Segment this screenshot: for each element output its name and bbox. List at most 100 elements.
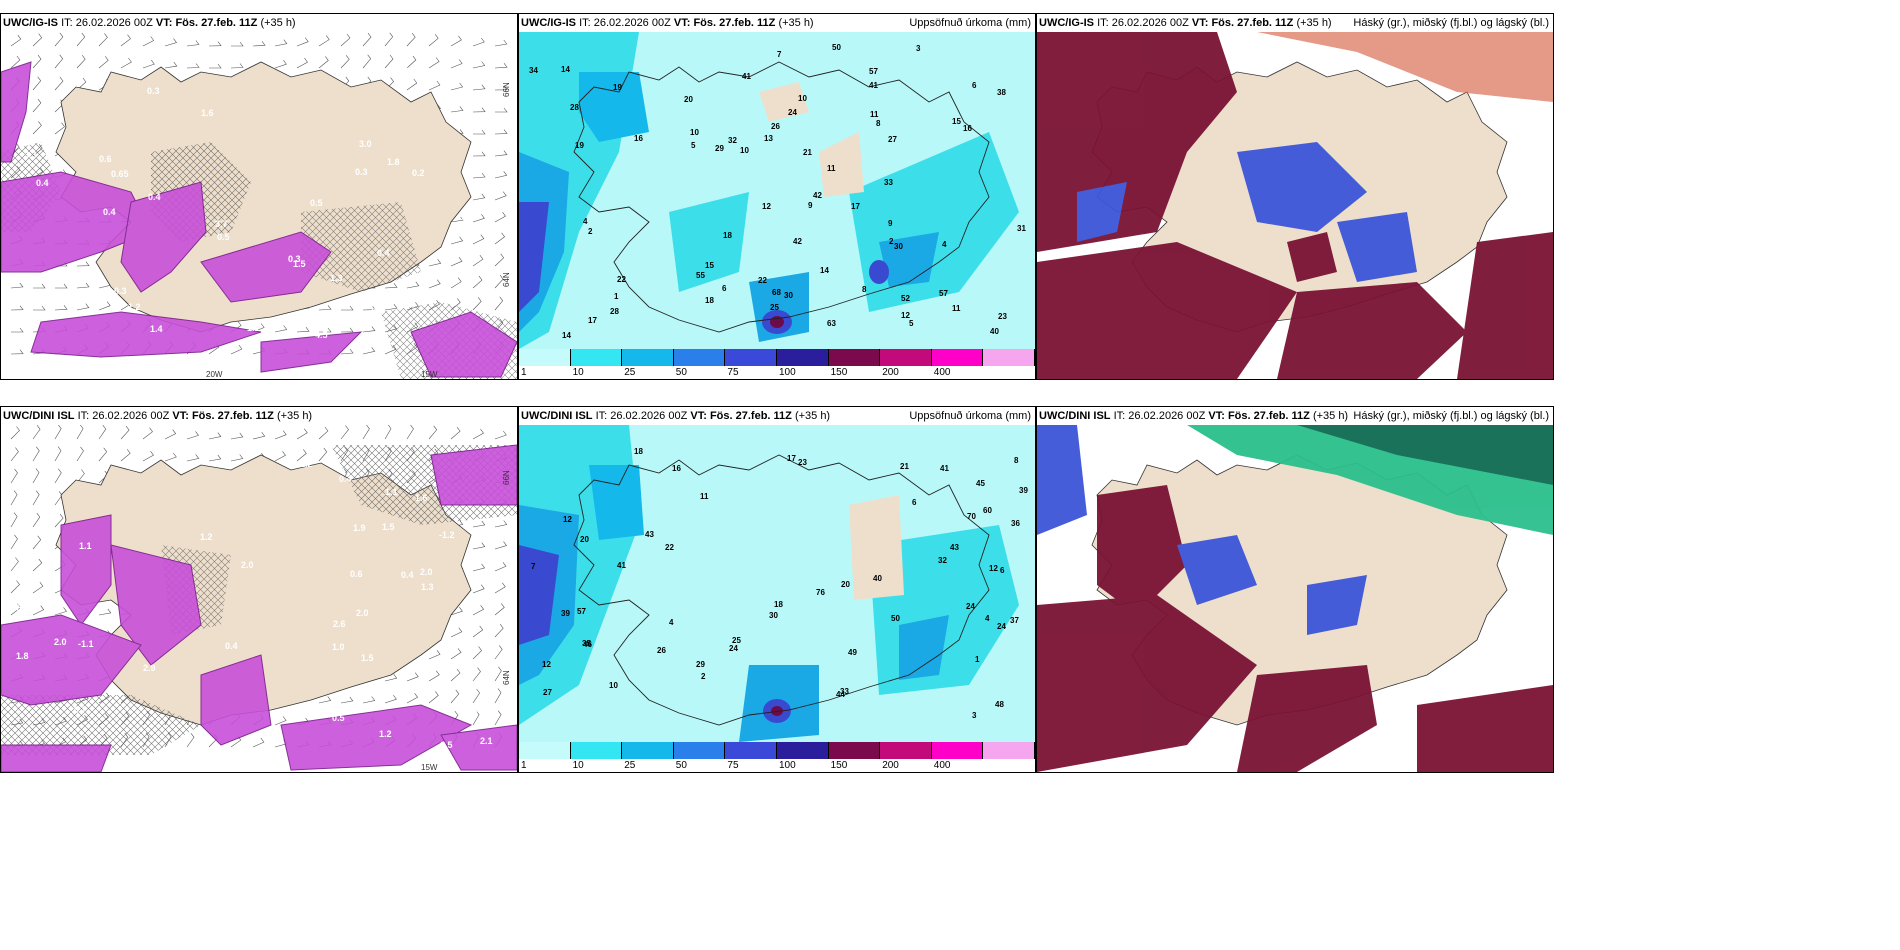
value-label: 5 — [691, 141, 696, 150]
wind-barb — [274, 60, 287, 69]
model-name: UWC/IG-IS — [521, 17, 576, 29]
wind-barb — [450, 689, 460, 704]
wind-barb — [428, 259, 442, 267]
wind-barb — [450, 627, 463, 638]
value-label: 2.0 — [356, 608, 369, 618]
colorbar-tick-label: 10 — [572, 760, 584, 771]
it-label: IT: — [61, 17, 73, 29]
value-label: 1.2 — [200, 532, 213, 542]
value-label: 1.5 — [382, 522, 395, 532]
value-label: 15 — [952, 117, 961, 126]
shower-area — [260, 331, 363, 373]
value-label: 41 — [617, 561, 626, 570]
wind-barb — [98, 608, 112, 616]
colorbar-swatch — [622, 742, 674, 759]
vt-label: VT: — [1191, 17, 1209, 29]
lat-label-66: 66N — [502, 82, 511, 97]
wind-barb — [406, 693, 419, 704]
shower-area — [1, 744, 112, 772]
value-label: 6 — [722, 284, 727, 293]
wind-barb — [32, 468, 40, 484]
wind-barb — [54, 76, 64, 91]
model-name: UWC/IG-IS — [1039, 17, 1094, 29]
wind-barb — [472, 710, 480, 726]
panel-header: UWC/IG-IS IT: 26.02.2026 00Z VT: Fös. 27… — [519, 14, 1035, 32]
value-label: 50 — [891, 614, 900, 623]
shower-area — [30, 311, 262, 358]
wind-barb — [362, 347, 376, 355]
wind-barb — [142, 451, 154, 462]
value-label: 7 — [531, 562, 536, 571]
wind-barb — [428, 670, 440, 682]
colorbar-tick-label: 100 — [779, 367, 796, 378]
wind-barb — [494, 710, 502, 726]
wind-barb — [472, 646, 482, 660]
value-label: 2.1 — [480, 736, 493, 746]
value-label: 11 — [870, 110, 879, 119]
panel-title: Háský (gr.), miðský (fj.bl.) og lágský (… — [1353, 17, 1549, 29]
value-label: 43 — [645, 530, 654, 539]
wind-barb — [252, 737, 265, 748]
colorbar-swatch — [519, 742, 571, 759]
value-label: 0.3 — [370, 294, 383, 304]
wind-barb — [318, 305, 332, 311]
model-name: UWC/DINI ISL — [3, 410, 75, 422]
value-label: 1 — [975, 655, 980, 664]
wind-barb — [54, 54, 64, 69]
colorbar-swatch — [519, 349, 571, 366]
colorbar-swatch — [828, 349, 881, 366]
wind-barb — [252, 41, 266, 47]
value-label: 1.2 — [300, 459, 313, 469]
value-label: 0.4 — [225, 641, 238, 651]
colorbar-swatch — [673, 742, 726, 759]
value-label: 1.2 — [379, 729, 392, 739]
it-label: IT: — [77, 410, 90, 422]
wind-barb — [186, 733, 195, 748]
wind-barb — [472, 297, 482, 311]
value-label: 2.0 — [241, 560, 254, 570]
wind-barb — [428, 34, 439, 47]
wind-barb — [341, 305, 354, 311]
panel-ig-wind: UWC/IG-IS IT: 26.02.2026 00Z VT: Fös. 27… — [0, 13, 518, 380]
wind-barb — [450, 236, 464, 245]
value-label: 0.5 — [217, 232, 230, 242]
value-label: 0.4 — [36, 178, 49, 188]
wind-barb — [54, 283, 68, 289]
value-label: 0.5 — [9, 603, 22, 613]
value-label: 21 — [900, 462, 909, 471]
wind-barb — [319, 327, 332, 333]
wind-barb — [274, 451, 286, 462]
lead-time: (+35 h) — [1312, 410, 1349, 422]
value-label: 1.6 — [415, 493, 428, 503]
it-value: 26.02.2026 00Z — [92, 410, 170, 422]
it-label: IT: — [1113, 410, 1126, 422]
wind-barb — [384, 304, 398, 311]
wind-barb — [450, 216, 464, 223]
value-label: 23 — [998, 312, 1007, 321]
value-label: 12 — [762, 202, 771, 211]
wind-barb — [450, 82, 464, 91]
panel-ig-clouds: UWC/IG-IS IT: 26.02.2026 00Z VT: Fös. 27… — [1036, 13, 1554, 380]
wind-barb — [406, 33, 416, 47]
value-label: 46 — [583, 640, 592, 649]
value-label: 32 — [938, 556, 947, 565]
wind-barb — [10, 557, 19, 572]
value-label: 11 — [700, 492, 709, 501]
wind-barb — [494, 624, 504, 638]
value-label: 2 — [889, 237, 894, 246]
wind-barb — [10, 490, 18, 506]
wind-barb — [164, 61, 178, 69]
wind-barb — [32, 558, 43, 572]
precip-value-labels: 4346122463410181712203624303739354345414… — [531, 447, 1028, 720]
shower-area — [120, 181, 207, 293]
wind-value-labels: 4.50.30.30.6 1.83.10.60.40.51.22.13.33.70… — [24, 66, 472, 340]
shower-areas — [1, 61, 517, 378]
value-label: 38 — [997, 88, 1006, 97]
it-value: 26.02.2026 00Z — [75, 17, 153, 29]
wind-barb — [10, 512, 18, 528]
panel-header: UWC/IG-IS IT: 26.02.2026 00Z VT: Fös. 27… — [1, 14, 517, 32]
value-label: 45 — [976, 479, 985, 488]
wind-barb — [406, 55, 417, 69]
wind-barb — [428, 425, 438, 440]
value-label: 10 — [740, 146, 749, 155]
